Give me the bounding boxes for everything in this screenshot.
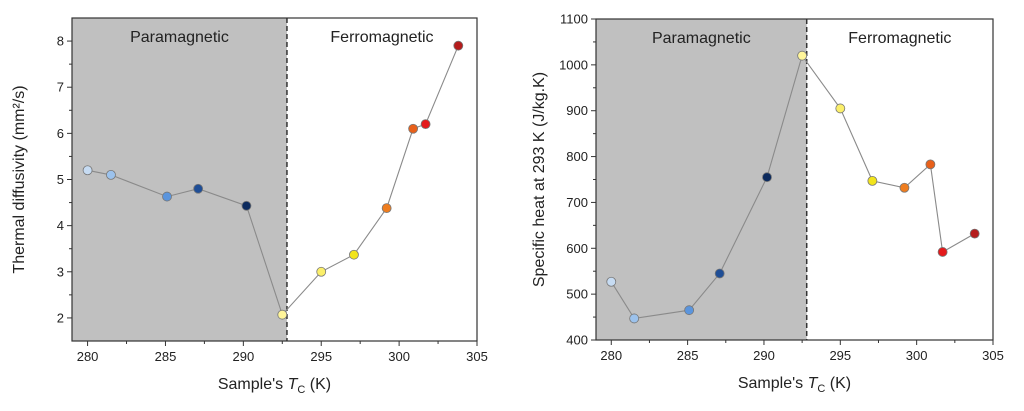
x-axis-label: Sample's TC (K): [738, 375, 851, 395]
data-point: [867, 175, 878, 186]
data-point: [684, 305, 695, 316]
y-tick-label: 3: [57, 264, 64, 279]
y-tick-label: 4: [57, 218, 64, 233]
x-tick-label: 300: [388, 349, 410, 364]
data-point: [82, 165, 93, 176]
data-point: [629, 313, 640, 324]
data-point: [162, 191, 172, 202]
data-point: [241, 200, 252, 211]
data-point: [714, 268, 725, 279]
x-label-var: T: [808, 375, 819, 392]
x-tick-label: 280: [600, 348, 622, 363]
y-tick-label: 1100: [560, 12, 588, 27]
y-tick-label: 900: [566, 103, 588, 118]
data-point: [925, 159, 936, 170]
x-label-prefix: Sample's: [218, 376, 288, 393]
data-point: [835, 103, 846, 114]
data-point: [606, 276, 617, 287]
data-point: [797, 50, 808, 61]
y-tick-label: 5: [57, 172, 64, 187]
region-label-paramagnetic: Paramagnetic: [130, 29, 229, 46]
x-axis-label: Sample's TC (K): [218, 376, 331, 396]
y-tick-label: 400: [566, 333, 588, 348]
y-tick-label: 600: [566, 241, 588, 256]
region-label-paramagnetic: Paramagnetic: [652, 30, 751, 47]
y-tick-label: 800: [566, 149, 588, 164]
y-tick-label: 8: [57, 34, 64, 49]
x-tick-label: 280: [77, 349, 99, 364]
x-tick-label: 305: [982, 348, 1004, 363]
data-point: [453, 40, 464, 51]
x-tick-label: 285: [677, 348, 699, 363]
series-line: [610, 54, 975, 319]
x-tick-label: 300: [906, 348, 928, 363]
y-axis-label: Thermal diffusivity (mm²/s): [11, 85, 28, 273]
x-label-prefix: Sample's: [738, 375, 808, 392]
data-point: [381, 203, 392, 214]
y-tick-label: 7: [57, 80, 64, 95]
data-point: [316, 266, 327, 277]
region-label-ferromagnetic: Ferromagnetic: [330, 29, 433, 46]
x-label-var: T: [288, 376, 299, 393]
x-tick-label: 290: [232, 349, 254, 364]
data-point: [969, 228, 980, 239]
y-axis-label: Specific heat at 293 K (J/kg.K): [531, 72, 548, 287]
x-tick-label: 305: [466, 349, 488, 364]
data-point: [420, 119, 431, 130]
x-label-suffix: (K): [305, 376, 331, 393]
x-label-sub: C: [297, 384, 305, 396]
data-point: [899, 182, 910, 193]
y-tick-label: 500: [566, 287, 588, 302]
x-label-sub: C: [817, 383, 825, 395]
data-point: [408, 123, 419, 134]
data-point: [193, 183, 204, 194]
y-tick-label: 6: [57, 126, 64, 141]
region-label-ferromagnetic: Ferromagnetic: [848, 30, 951, 47]
data-point: [277, 309, 288, 320]
paramagnetic-region: [72, 18, 287, 341]
paramagnetic-region: [596, 19, 807, 340]
data-point: [762, 172, 772, 183]
x-label-suffix: (K): [825, 375, 851, 392]
x-tick-label: 290: [753, 348, 775, 363]
y-tick-label: 2: [57, 310, 64, 325]
chart-2: Paramagnetic Ferromagnetic 280 285 290 295 300…: [531, 12, 1004, 396]
x-tick-label: 295: [310, 349, 332, 364]
data-point: [106, 169, 116, 180]
y-tick-label: 700: [566, 195, 588, 210]
x-tick-label: 285: [155, 349, 177, 364]
data-point: [937, 247, 948, 257]
y-tick-label: 1000: [559, 57, 588, 72]
data-point: [349, 249, 359, 260]
x-tick-label: 295: [829, 348, 851, 363]
